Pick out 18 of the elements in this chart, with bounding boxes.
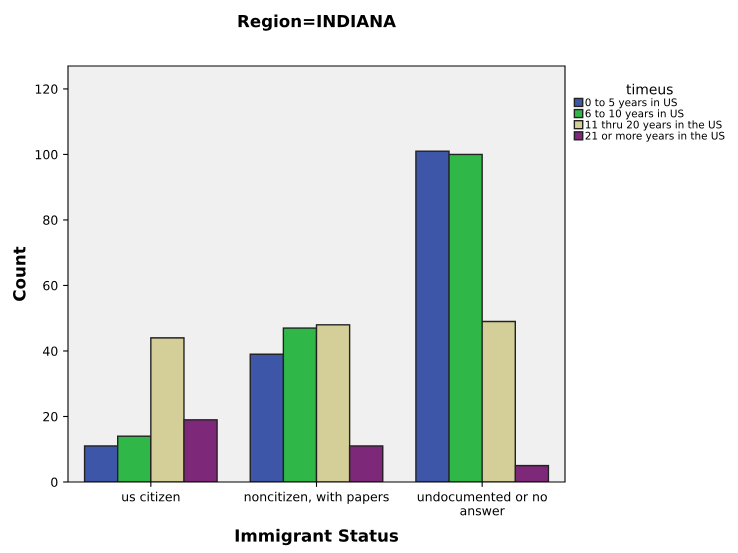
chart-title: Region=INDIANA — [238, 14, 396, 31]
y-axis-title: Count — [13, 246, 26, 301]
y-tick-label: 80 — [43, 215, 58, 225]
x-tick-label: noncitizen, with papers — [244, 492, 389, 504]
x-tick-label: us citizen — [122, 492, 180, 502]
y-tick-label: 100 — [36, 150, 58, 160]
legend-title: timeus — [626, 84, 673, 94]
legend-label: 21 or more years in the US — [586, 132, 724, 142]
x-tick-label: undocumented or no answer — [418, 492, 547, 516]
y-tick-label: 20 — [43, 412, 58, 422]
y-tick-label: 40 — [42, 346, 58, 356]
x-axis-title: Immigrant Status — [236, 528, 398, 546]
y-tick-label: 60 — [43, 280, 58, 290]
legend-label: 11 thru 20 years in the US — [586, 120, 722, 131]
legend-label: 6 to 10 years in US — [586, 109, 684, 120]
y-tick-label: 120 — [36, 84, 58, 94]
y-tick-label: 0 — [51, 477, 58, 487]
legend-label: 0 to 5 years in US — [585, 98, 677, 108]
